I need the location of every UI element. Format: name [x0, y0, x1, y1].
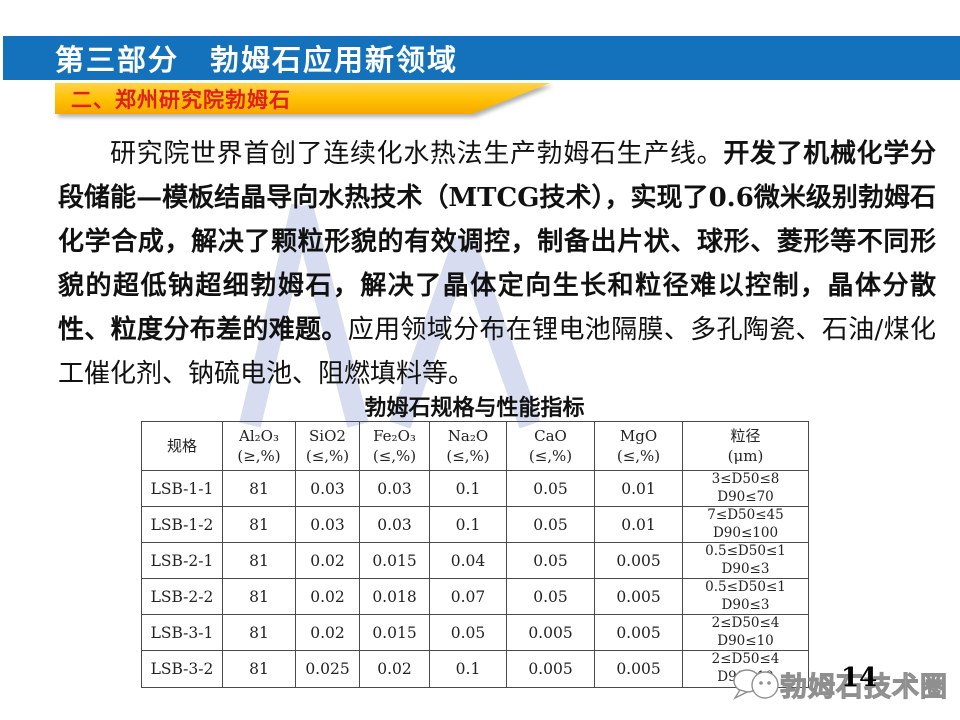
table-row: LSB-3-1 81 0.02 0.015 0.05 0.005 0.005 2≤D50≤4 … [141, 614, 809, 652]
column-header: Na₂O (≤,%) [429, 421, 507, 471]
subsection-banner: 二、郑州研究院勃姆石 [55, 83, 550, 114]
value-cell: 0.05 [506, 542, 595, 580]
value-cell: 0.015 [359, 542, 430, 580]
spec-cell: LSB-1-2 [141, 506, 223, 544]
paragraph-segment-bold: 开发了机械化学分段储能—模板结晶导向水热技术（MTCG技术），实现了0.6微米级… [58, 139, 936, 345]
value-cell: 81 [222, 650, 296, 688]
value-cell: 0.03 [359, 469, 430, 508]
spec-table: 规格 Al₂O₃ (≥,%) SiO2 (≤,%) Fe₂O₃ (≤,%) Na₂O (≤,%)… [141, 421, 809, 688]
value-cell: 0.03 [295, 506, 360, 544]
value-cell: 81 [222, 614, 296, 652]
table-row: LSB-2-2 81 0.02 0.018 0.07 0.05 0.005 0.5≤D50≤1… [141, 578, 809, 616]
spec-cell: LSB-1-1 [141, 469, 223, 508]
table-header-row: 规格 Al₂O₃ (≥,%) SiO2 (≤,%) Fe₂O₃ (≤,%) Na₂O (≤,%)… [141, 421, 809, 471]
paragraph-segment-regular: 应用领域分布在锂电池隔膜、多孔陶瓷、石油/煤化工催化剂、钠硫电池、阻燃填料等。 [58, 315, 936, 389]
column-header: SiO2 (≤,%) [295, 421, 360, 471]
table-row: LSB-1-1 81 0.03 0.03 0.1 0.05 0.01 3≤D50≤8 D90≤… [141, 469, 809, 508]
particle-size-cell: 2≤D50≤4 D90≤10 [682, 614, 809, 652]
column-header: 规格 [141, 421, 223, 471]
value-cell: 0.01 [594, 469, 683, 508]
column-header: MgO (≤,%) [594, 421, 683, 471]
value-cell: 0.05 [506, 506, 595, 544]
mascot-icon [733, 669, 779, 700]
footer-watermark-label: 勃姆石技术圈 [780, 672, 948, 703]
table-row: LSB-2-1 81 0.02 0.015 0.04 0.05 0.005 0.5≤D50≤1… [141, 542, 809, 580]
body-paragraph: 研究院世界首创了连续化水热法生产勃姆石生产线。开发了机械化学分段储能—模板结晶导… [58, 132, 936, 396]
table-row: LSB-1-2 81 0.03 0.03 0.1 0.05 0.01 7≤D50≤45 D90… [141, 506, 809, 544]
value-cell: 0.005 [594, 542, 683, 580]
value-cell: 0.005 [594, 650, 683, 688]
value-cell: 0.005 [594, 578, 683, 616]
spec-cell: LSB-3-2 [141, 650, 223, 688]
particle-size-cell: 3≤D50≤8 D90≤70 [682, 469, 809, 508]
section-title: 第三部分 勃姆石应用新领域 [55, 45, 459, 77]
value-cell: 0.03 [295, 469, 360, 508]
value-cell: 0.005 [506, 614, 595, 652]
value-cell: 0.02 [295, 614, 360, 652]
value-cell: 0.1 [429, 469, 507, 508]
column-header: Fe₂O₃ (≤,%) [359, 421, 430, 471]
value-cell: 0.02 [295, 542, 360, 580]
table-title: 勃姆石规格与性能指标 [364, 395, 585, 421]
value-cell: 81 [222, 542, 296, 580]
value-cell: 0.02 [359, 650, 430, 688]
value-cell: 0.005 [506, 650, 595, 688]
page-number: 14 [841, 663, 878, 693]
paragraph-segment-regular: 研究院世界首创了连续化水热法生产勃姆石生产线。 [110, 139, 724, 169]
section-title-bar: 第三部分 勃姆石应用新领域 [3, 36, 960, 80]
value-cell: 0.018 [359, 578, 430, 616]
value-cell: 0.025 [295, 650, 360, 688]
spec-cell: LSB-3-1 [141, 614, 223, 652]
value-cell: 0.01 [594, 506, 683, 544]
value-cell: 0.05 [506, 578, 595, 616]
value-cell: 81 [222, 578, 296, 616]
column-header: 粒径 (μm) [682, 421, 809, 471]
value-cell: 0.1 [429, 506, 507, 544]
value-cell: 0.02 [295, 578, 360, 616]
spec-cell: LSB-2-1 [141, 542, 223, 580]
background-watermark-icon [239, 203, 541, 428]
value-cell: 0.05 [506, 469, 595, 508]
value-cell: 0.1 [429, 650, 507, 688]
value-cell: 81 [222, 506, 296, 544]
value-cell: 0.05 [429, 614, 507, 652]
value-cell: 81 [222, 469, 296, 508]
column-header: CaO (≤,%) [506, 421, 595, 471]
value-cell: 0.03 [359, 506, 430, 544]
spec-cell: LSB-2-2 [141, 578, 223, 616]
particle-size-cell: 7≤D50≤45 D90≤100 [682, 506, 809, 544]
table-body: LSB-1-1 81 0.03 0.03 0.1 0.05 0.01 3≤D50≤8 D90≤… [141, 469, 809, 688]
value-cell: 0.015 [359, 614, 430, 652]
subsection-title: 二、郑州研究院勃姆石 [71, 88, 291, 112]
particle-size-cell: 0.5≤D50≤1 D90≤3 [682, 542, 809, 580]
particle-size-cell: 0.5≤D50≤1 D90≤3 [682, 578, 809, 616]
particle-size-cell: 2≤D50≤4 D90≤10 [682, 650, 809, 688]
value-cell: 0.04 [429, 542, 507, 580]
value-cell: 0.005 [594, 614, 683, 652]
column-header: Al₂O₃ (≥,%) [222, 421, 296, 471]
value-cell: 0.07 [429, 578, 507, 616]
subsection-banner-shape: 二、郑州研究院勃姆石 [55, 83, 550, 114]
